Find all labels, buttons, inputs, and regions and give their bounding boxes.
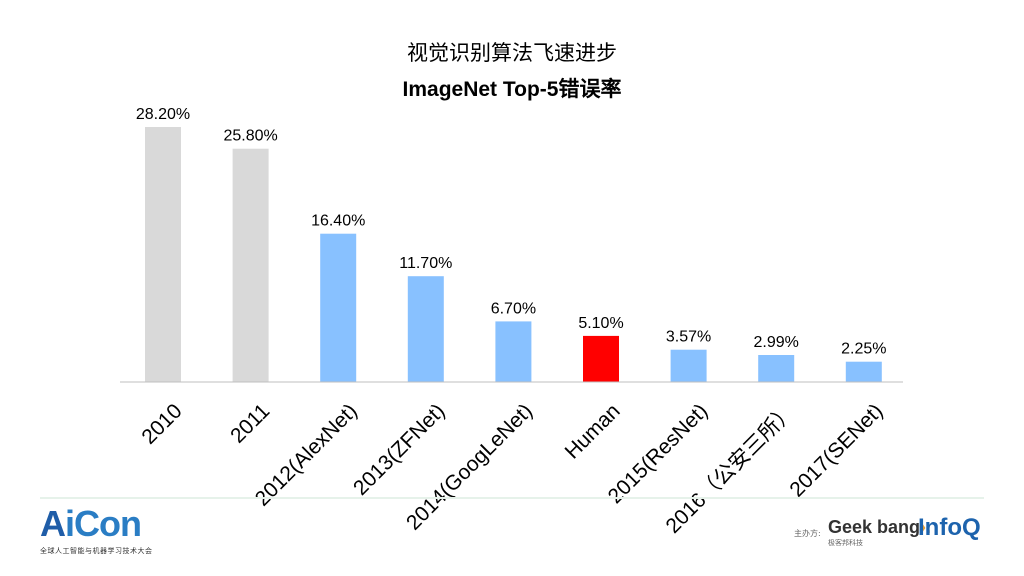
value-label-7: 2.99% [754, 334, 799, 351]
sponsor-label: 主办方: [794, 529, 821, 538]
bar-4 [495, 321, 532, 382]
bar-5 [583, 335, 619, 382]
value-label-4: 6.70% [491, 300, 536, 317]
bars-group [145, 127, 882, 382]
x-tick-label-0: 2010 [137, 399, 186, 448]
x-tick-label-5: Human [561, 399, 625, 463]
bar-8 [845, 361, 882, 382]
value-label-2: 16.40% [311, 213, 365, 230]
value-label-5: 5.10% [578, 315, 623, 332]
bar-7 [758, 355, 795, 382]
bar-2 [320, 233, 357, 382]
value-labels-group: 28.20% 25.80% 16.40% 11.70% 6.70% 5.10% 3.57% 2… [136, 106, 887, 358]
geekbang-logo-mark: ›. [920, 517, 932, 537]
geekbang-logo-text: Geek bang [828, 517, 921, 537]
value-label-3: 11.70% [399, 255, 452, 272]
aicon-logo-subtitle: 全球人工智能与机器学习技术大会 [40, 547, 153, 555]
x-tick-label-1: 2011 [226, 399, 274, 447]
x-tick-label-8: 2017(SENet) [785, 399, 887, 501]
x-tick-labels-group: 2010 20112012(AlexNet)2013(ZFNet)2014(Goo… [137, 399, 887, 537]
value-label-1: 25.80% [223, 128, 277, 145]
aicon-logo: AiCon [40, 503, 142, 544]
bar-1 [232, 148, 269, 382]
geekbang-logo: Geek bang›. [828, 518, 931, 536]
bar-3 [407, 276, 444, 382]
aicon-logo-a: A [40, 503, 66, 544]
bar-0 [145, 127, 181, 382]
value-label-6: 3.57% [666, 329, 711, 346]
value-label-8: 2.25% [841, 341, 886, 358]
infoq-logo: InfoQ [918, 514, 981, 541]
geekbang-logo-subtitle: 极客邦科技 [828, 539, 863, 547]
chart-title: 视觉识别算法飞速进步 [407, 41, 617, 65]
value-label-0: 28.20% [136, 106, 190, 123]
chart-subtitle: ImageNet Top-5错误率 [403, 77, 622, 101]
bar-6 [670, 349, 707, 382]
aicon-logo-rest: iCon [65, 503, 142, 544]
